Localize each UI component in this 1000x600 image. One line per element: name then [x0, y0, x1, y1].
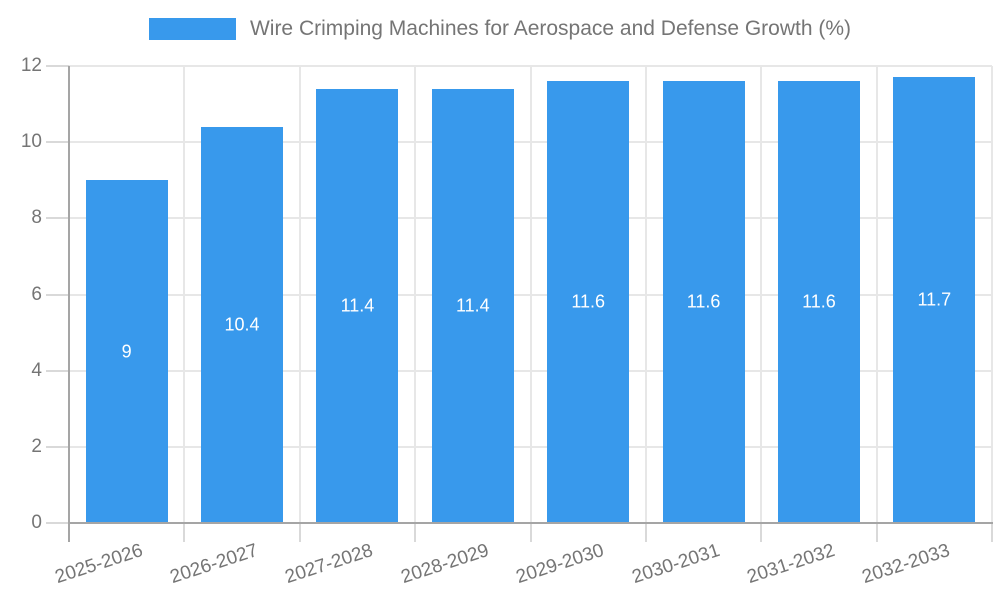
bar-2030-2031[interactable] — [662, 81, 745, 523]
x-axis-tick — [183, 523, 186, 542]
y-axis-tick-label: 6 — [31, 283, 42, 305]
y-axis-tick — [46, 141, 69, 144]
x-gridline — [991, 66, 993, 523]
x-axis-tick — [68, 523, 70, 542]
y-axis-line — [68, 66, 70, 523]
bar-2025-2026[interactable] — [85, 180, 168, 523]
x-gridline — [875, 66, 878, 523]
y-axis-tick-label: 2 — [31, 435, 42, 457]
y-axis-tick-label: 0 — [31, 512, 42, 533]
y-axis-tick-label: 8 — [31, 207, 42, 229]
bar-value-label: 11.7 — [917, 289, 952, 310]
x-axis-tick — [414, 523, 417, 542]
y-axis-tick-label: 10 — [20, 131, 42, 153]
x-axis-tick-label: 2025-2026 — [52, 540, 146, 589]
legend-item[interactable]: Wire Crimping Machines for Aerospace and… — [0, 16, 1000, 41]
x-axis-tick-label: 2027-2028 — [283, 540, 376, 589]
bar-value-label: 11.4 — [455, 295, 490, 316]
x-axis-tick — [644, 523, 647, 542]
y-axis-tick — [46, 522, 69, 524]
x-axis-tick-label: 2031-2032 — [744, 540, 838, 589]
bar-2026-2027[interactable] — [201, 126, 284, 523]
legend-swatch — [148, 17, 236, 40]
y-axis-tick — [46, 293, 69, 296]
x-axis-tick-label: 2030-2031 — [629, 540, 723, 589]
x-gridline — [529, 66, 532, 523]
x-axis-tick-label: 2028-2029 — [398, 540, 492, 589]
bar-value-label: 9 — [121, 341, 132, 362]
x-axis-tick-label: 2032-2033 — [859, 540, 953, 589]
bar-value-label: 10.4 — [224, 314, 260, 335]
bar-value-label: 11.6 — [571, 291, 606, 312]
x-gridline — [414, 66, 417, 523]
bar-2029-2030[interactable] — [547, 81, 630, 523]
x-axis-tick-label: 2026-2027 — [167, 540, 261, 589]
bar-value-label: 11.4 — [340, 295, 375, 316]
y-axis-tick — [46, 65, 69, 67]
x-axis-tick — [760, 523, 763, 542]
x-gridline — [644, 66, 647, 523]
x-axis-tick — [875, 523, 878, 542]
x-gridline — [298, 66, 301, 523]
x-axis-tick — [529, 523, 532, 542]
bar-value-label: 11.6 — [686, 291, 721, 312]
bar-value-label: 11.6 — [802, 291, 836, 312]
y-axis-tick-label: 12 — [20, 55, 42, 76]
x-axis-tick — [298, 523, 301, 542]
y-axis-tick — [46, 369, 69, 372]
y-axis-tick-label: 4 — [31, 359, 42, 381]
bar-2028-2029[interactable] — [431, 88, 514, 523]
x-gridline — [183, 66, 186, 523]
legend-label: Wire Crimping Machines for Aerospace and… — [249, 17, 852, 40]
x-axis-tick — [991, 523, 993, 542]
x-axis-tick-label: 2029-2030 — [513, 540, 607, 589]
x-axis-line — [68, 522, 993, 524]
x-gridline — [760, 66, 763, 523]
bar-2031-2032[interactable] — [777, 81, 860, 523]
bar-2027-2028[interactable] — [316, 88, 399, 523]
y-axis-tick — [46, 445, 69, 448]
y-axis-tick — [46, 217, 69, 220]
bar-2032-2033[interactable] — [893, 77, 976, 523]
